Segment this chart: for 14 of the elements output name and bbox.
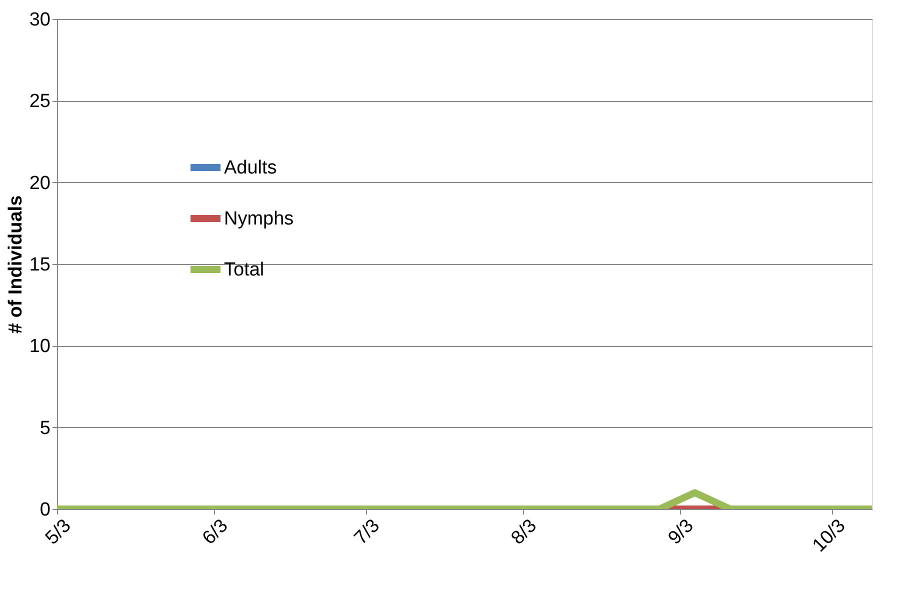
legend-label: Adults: [224, 158, 277, 178]
x-tick-label: 8/3: [507, 515, 541, 549]
x-tick-label: 7/3: [350, 515, 384, 549]
x-tick-label: 9/3: [664, 515, 698, 549]
y-tick-label: 25: [29, 91, 50, 112]
y-tick-label: 5: [40, 418, 50, 439]
legend-label: Nymphs: [224, 208, 294, 230]
y-tick-label: 15: [29, 254, 50, 276]
x-tick-label: 6/3: [198, 515, 232, 549]
y-tick-label: 30: [29, 10, 50, 30]
y-tick-label: 20: [29, 172, 50, 194]
legend-label: Total: [224, 260, 264, 280]
y-axis-title: # of Individuals: [5, 195, 26, 334]
y-tick-label: 10: [29, 336, 50, 358]
